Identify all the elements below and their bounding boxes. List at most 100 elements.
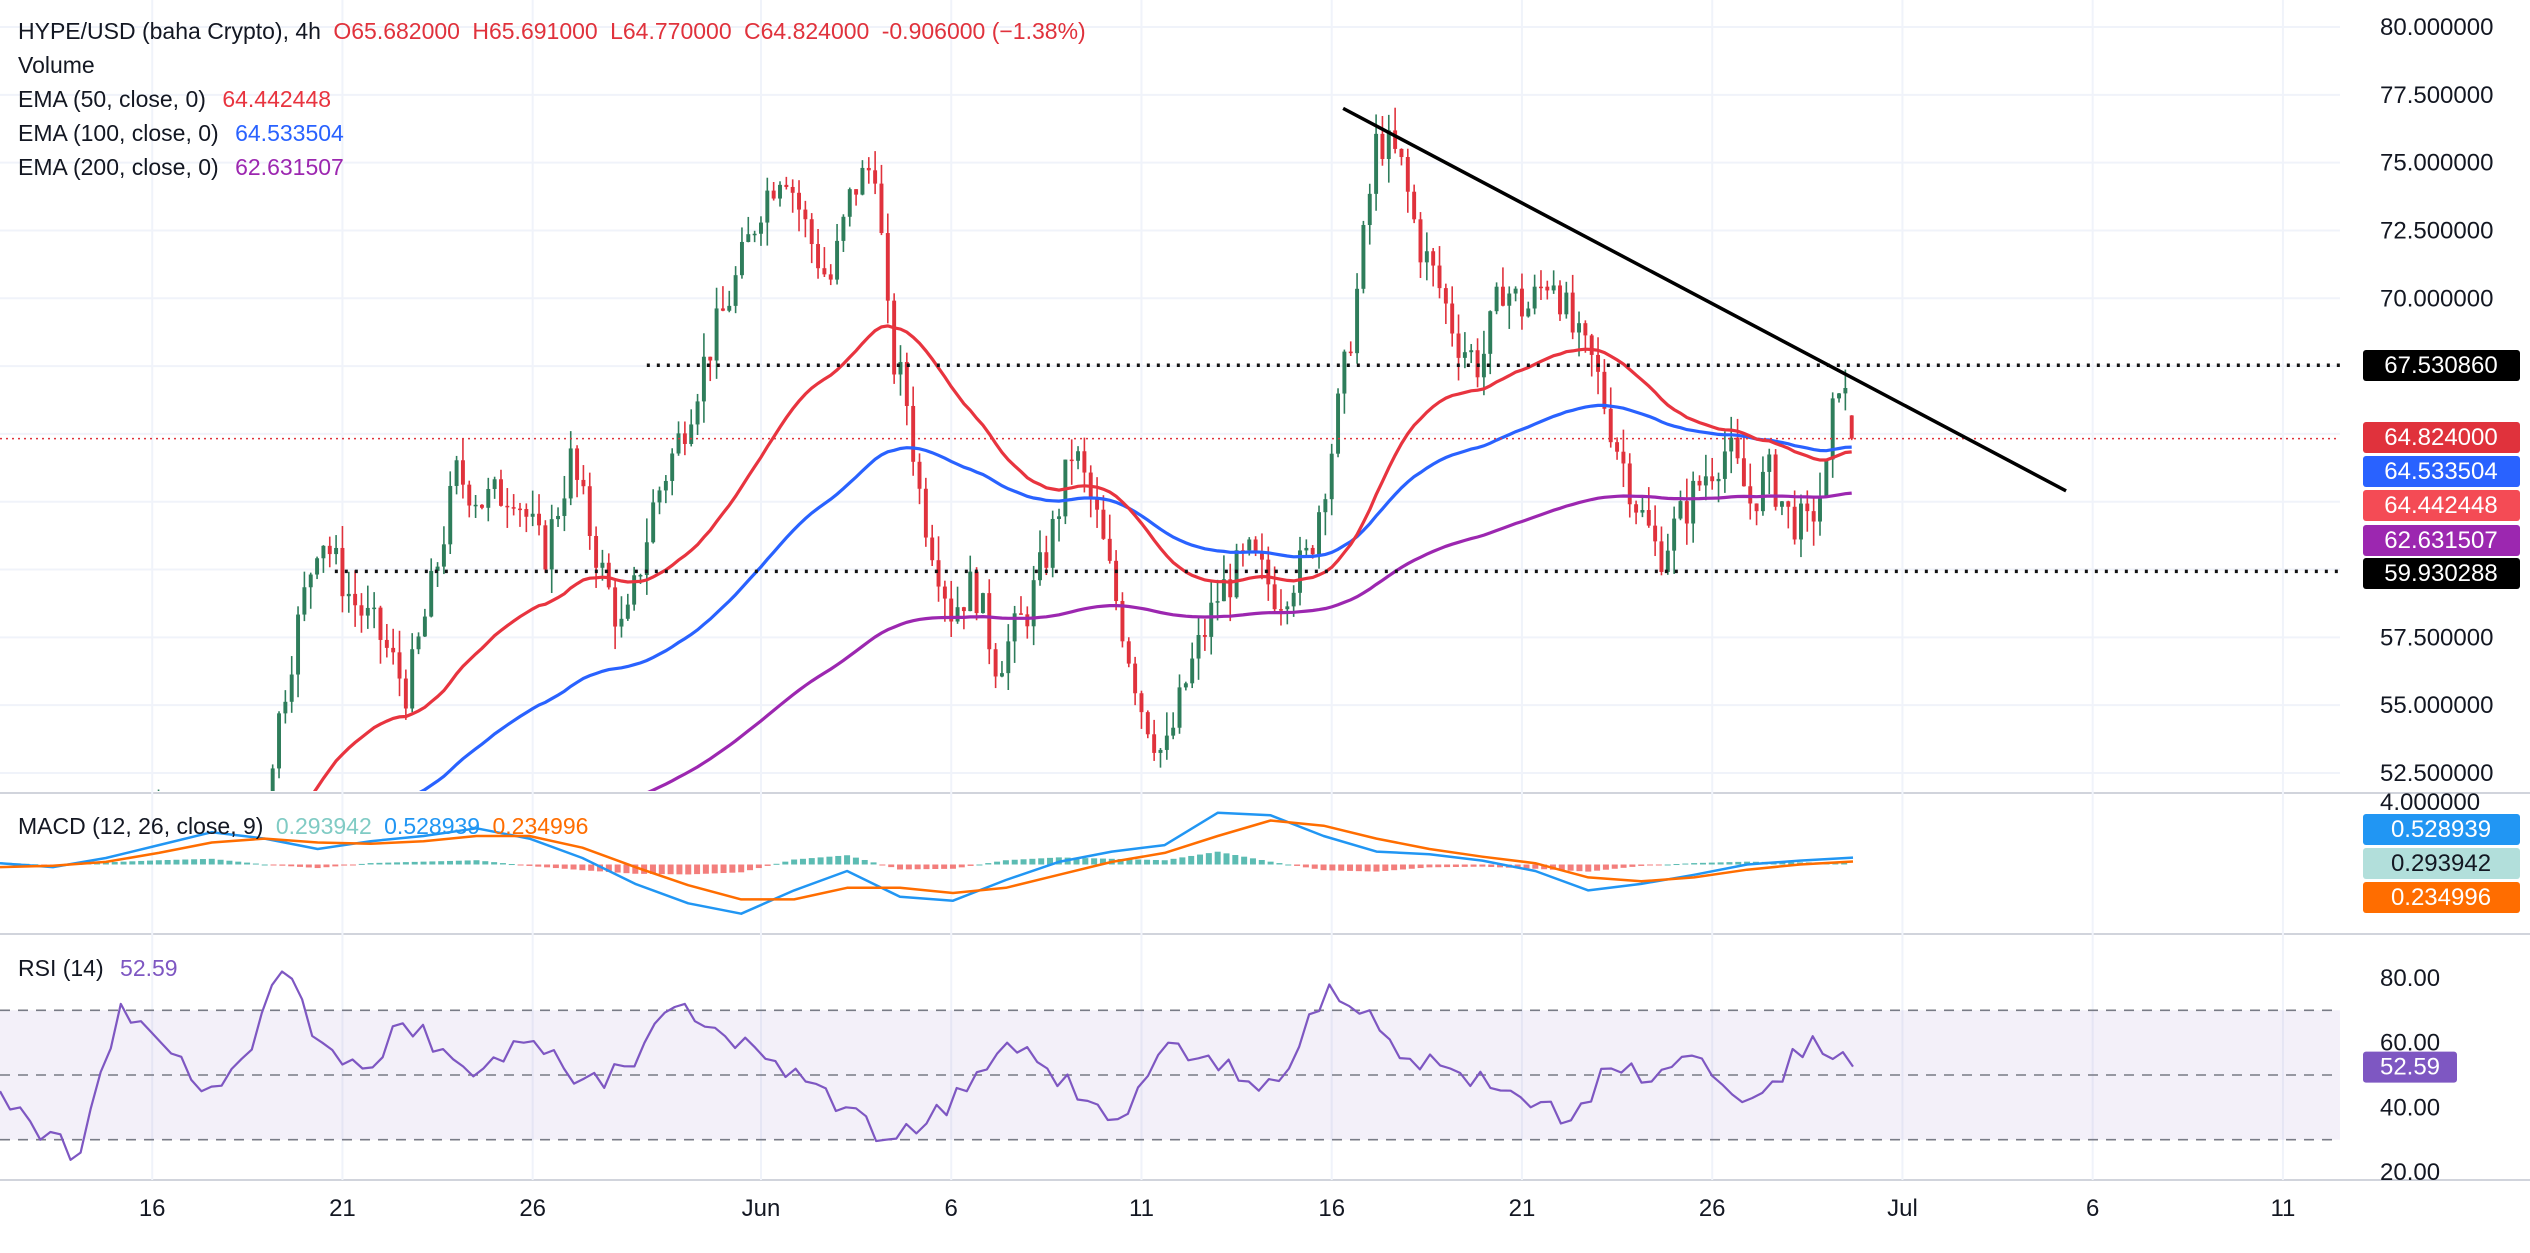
- candle-down: [575, 448, 580, 480]
- macd-hist-bar-up: [1152, 859, 1159, 865]
- macd-hist-bar-up: [870, 862, 877, 865]
- macd-hist-bar-up: [1708, 862, 1715, 865]
- candle-up: [530, 513, 535, 517]
- macd-tag: [2363, 848, 2520, 879]
- candle-up: [1494, 286, 1499, 312]
- candle-down: [1412, 191, 1417, 220]
- candle-down: [1095, 497, 1100, 510]
- candle-up: [308, 574, 313, 588]
- macd-hist-bar-down: [579, 864, 586, 871]
- macd-hist-bar-down: [711, 864, 718, 874]
- candle-up: [765, 190, 770, 223]
- candle-down: [1120, 601, 1125, 642]
- candle-down: [1811, 511, 1816, 522]
- macd-hist-bar-up: [1135, 859, 1142, 865]
- candle-up: [492, 479, 497, 489]
- candle-up: [714, 308, 719, 361]
- macd-legend: MACD (12, 26, close, 9) 0.293942 0.52893…: [18, 813, 594, 840]
- macd-hist-bar-up: [252, 863, 259, 865]
- rsi-value-label: 52.59: [120, 955, 178, 981]
- macd-hist-bar-down: [1364, 864, 1371, 872]
- macd-hist-bar-up: [226, 860, 233, 865]
- candle-down: [587, 486, 592, 536]
- candle-down: [1792, 506, 1797, 540]
- candle-down: [866, 167, 871, 171]
- macd-hist-value: 0.293942: [275, 813, 372, 839]
- candle-down: [1437, 265, 1442, 289]
- macd-hist-bar-up: [985, 863, 992, 865]
- candle-down: [460, 460, 465, 485]
- candle-up: [1799, 503, 1803, 540]
- price-tag-label: 64.533504: [2384, 458, 2497, 485]
- price-legend: HYPE/USD (baha Crypto), 4h O65.682000 H6…: [18, 18, 1092, 45]
- candle-down: [784, 184, 789, 187]
- macd-hist-bar-down: [888, 864, 895, 868]
- price-tag-label: 62.631507: [2384, 527, 2497, 554]
- candle-down: [1539, 286, 1543, 289]
- macd-hist-bar-down: [341, 864, 348, 866]
- candle-up: [746, 234, 751, 242]
- macd-hist-bar-down: [1373, 864, 1380, 872]
- macd-hist-bar-up: [1126, 859, 1133, 865]
- macd-hist-bar-down: [1638, 864, 1645, 866]
- macd-hist-bar-up: [1161, 860, 1168, 865]
- macd-hist-bar-up: [994, 861, 1001, 865]
- macd-line-value: 0.528939: [384, 813, 481, 839]
- candle-up: [955, 607, 960, 622]
- time-axis-tick: 26: [519, 1195, 546, 1222]
- macd-hist-bar-down: [932, 864, 939, 870]
- price-pane: [0, 106, 2340, 791]
- candle-down: [518, 508, 522, 511]
- price-axis-tick: 77.500000: [2380, 82, 2493, 109]
- candle-up: [1716, 478, 1721, 482]
- macd-hist-bar-up: [1241, 856, 1248, 865]
- candle-up: [1209, 602, 1214, 637]
- candle-up: [1843, 388, 1848, 394]
- candle-down: [1570, 292, 1575, 333]
- candle-down: [594, 535, 599, 568]
- macd-hist-bar-down: [1470, 864, 1477, 867]
- candle-down: [1697, 480, 1702, 486]
- candle-up: [1291, 592, 1296, 607]
- candle-down: [1228, 579, 1233, 598]
- macd-hist-bar-down: [535, 864, 542, 867]
- macd-hist-bar-up: [1285, 864, 1292, 866]
- macd-hist-bar-up: [1726, 862, 1733, 865]
- candle-up: [1424, 251, 1429, 263]
- candle-down: [873, 170, 878, 184]
- candle-down: [923, 488, 928, 538]
- candle-up: [1551, 285, 1556, 291]
- candle-down: [479, 504, 484, 508]
- time-axis-tick: 11: [1129, 1195, 1154, 1222]
- candle-down: [1653, 525, 1658, 542]
- macd-hist-bar-up: [1717, 862, 1724, 865]
- macd-hist-bar-down: [941, 864, 948, 869]
- candle-up: [1031, 580, 1036, 627]
- rsi-line: [0, 970, 1854, 1161]
- macd-line: [0, 811, 1854, 915]
- candle-up: [1703, 476, 1708, 486]
- candle-down: [1545, 286, 1550, 291]
- candle-down: [1634, 504, 1639, 513]
- candle-up: [1513, 288, 1518, 294]
- rsi-axis-tick: 80.00: [2380, 965, 2440, 992]
- candle-down: [384, 639, 389, 648]
- macd-hist-bar-down: [552, 864, 559, 869]
- candle-down: [1627, 463, 1632, 505]
- macd-hist-bar-up: [835, 855, 842, 865]
- macd-hist-bar-down: [349, 864, 356, 866]
- candle-up: [968, 571, 973, 612]
- candle-down: [1259, 553, 1264, 560]
- macd-hist-bar-up: [235, 861, 242, 865]
- candle-down: [511, 507, 516, 509]
- candle-down: [1849, 415, 1854, 439]
- macd-hist-bar-down: [1452, 864, 1459, 867]
- macd-hist-bar-up: [508, 864, 515, 866]
- macd-hist-bar-up: [129, 861, 136, 865]
- candle-up: [556, 515, 561, 520]
- candle-up: [1374, 133, 1379, 194]
- axes: 80.000000 77.500000 75.000000 72.500000 70.0…: [139, 14, 2520, 1222]
- candle-up: [448, 485, 453, 545]
- macd-hist-bar-up: [1099, 858, 1106, 865]
- macd-hist-bar-up: [1179, 857, 1186, 865]
